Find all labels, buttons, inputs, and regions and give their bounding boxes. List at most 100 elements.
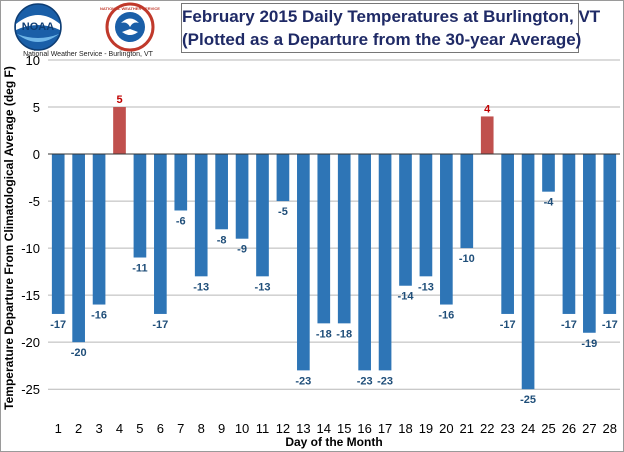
chart-title: February 2015 Daily Temperatures at Burl… [182, 7, 601, 26]
x-tick-label: 24 [521, 421, 535, 436]
data-label: -13 [255, 281, 271, 293]
data-label: -17 [561, 319, 577, 331]
data-label: -6 [176, 215, 186, 227]
bar-day-10 [235, 154, 249, 239]
x-tick-label: 4 [116, 421, 123, 436]
data-label: -20 [71, 347, 87, 359]
bar-day-14 [317, 154, 331, 324]
y-tick-label: -25 [21, 382, 40, 397]
data-label: -23 [377, 375, 393, 387]
x-tick-label: 22 [480, 421, 494, 436]
data-label: -16 [91, 310, 107, 322]
x-tick-label: 11 [256, 421, 270, 436]
bar-day-27 [583, 154, 596, 333]
data-label: -14 [398, 291, 415, 303]
data-label: -13 [418, 281, 434, 293]
bar-day-11 [256, 154, 269, 277]
bar-day-1 [51, 154, 65, 314]
y-tick-label: -15 [21, 288, 40, 303]
x-tick-label: 25 [541, 421, 555, 436]
x-axis-ticks: 1 2 3 4 5 6 7 8 9 10 11 12 13 14 15 16 17 18 19 20 21 22 23 24 2… [55, 421, 617, 436]
x-axis-title: Day of the Month [285, 435, 382, 449]
x-tick-label: 14 [317, 421, 331, 436]
bar-day-24 [521, 154, 535, 390]
bar-day-5 [133, 154, 147, 258]
data-label: -8 [217, 234, 227, 246]
bar-day-17 [378, 154, 392, 371]
bar-day-2 [72, 154, 85, 343]
bar-day-13 [297, 154, 310, 371]
x-tick-label: 13 [296, 421, 310, 436]
x-tick-label: 26 [562, 421, 576, 436]
bar-day-9 [215, 154, 228, 230]
data-label: -17 [602, 319, 618, 331]
y-axis-title: Temperature Departure From Climatologica… [2, 66, 16, 410]
data-label: -17 [500, 319, 516, 331]
x-tick-label: 3 [95, 421, 102, 436]
y-tick-label: -10 [21, 241, 40, 256]
bar-day-16 [358, 154, 371, 371]
nws-seal-text: NATIONAL WEATHER SERVICE [100, 6, 160, 11]
bar-day-7 [174, 154, 188, 211]
x-tick-label: 15 [337, 421, 351, 436]
data-label: -18 [316, 328, 332, 340]
x-tick-label: 18 [398, 421, 412, 436]
x-tick-label: 20 [439, 421, 453, 436]
bar-day-22 [480, 116, 494, 155]
data-label: -17 [152, 319, 168, 331]
bar-day-15 [337, 154, 351, 324]
bar-day-20 [440, 154, 453, 305]
header-logos: NOAA NATIONAL WEATHER SERVICE National W… [2, 2, 174, 60]
x-tick-label: 8 [198, 421, 205, 436]
y-tick-label: 10 [26, 53, 40, 68]
data-label: -17 [50, 319, 66, 331]
logo-group: NOAA NATIONAL WEATHER SERVICE [14, 2, 160, 52]
y-tick-label: 5 [33, 100, 40, 115]
bar-day-8 [194, 154, 208, 277]
x-tick-label: 21 [460, 421, 474, 436]
data-label: -23 [295, 375, 311, 387]
bar-day-28 [603, 154, 617, 314]
x-tick-label: 12 [276, 421, 290, 436]
x-tick-label: 2 [75, 421, 82, 436]
y-tick-label: 0 [33, 147, 40, 162]
bars [51, 107, 617, 390]
nws-seal: NATIONAL WEATHER SERVICE [100, 2, 160, 52]
bar-day-4 [113, 107, 126, 155]
nws-caption: National Weather Service - Burlington, V… [23, 51, 153, 58]
x-tick-label: 10 [235, 421, 249, 436]
noaa-logo: NOAA [14, 3, 62, 51]
x-tick-label: 5 [136, 421, 143, 436]
x-tick-label: 19 [419, 421, 433, 436]
data-labels: -17 -20 -16 5 -11 -17 -6 -13 -8 -9 -13 -5 -23 -18 -18 -… [50, 94, 617, 406]
bar-day-25 [542, 154, 555, 192]
bar-day-19 [419, 154, 433, 277]
x-tick-label: 27 [582, 421, 596, 436]
data-label: -23 [357, 375, 373, 387]
bar-day-12 [276, 154, 290, 202]
x-tick-label: 1 [55, 421, 62, 436]
bar-day-26 [562, 154, 576, 314]
data-label: -9 [237, 244, 247, 256]
bar-day-23 [501, 154, 514, 314]
data-label: -11 [132, 263, 147, 275]
noaa-logo-text: NOAA [22, 21, 54, 33]
data-label: -4 [544, 197, 555, 209]
bar-day-21 [460, 154, 474, 249]
y-tick-label: -20 [21, 335, 40, 350]
x-tick-label: 28 [603, 421, 617, 436]
data-label: -25 [520, 394, 536, 406]
data-label: 5 [116, 94, 122, 106]
bar-day-18 [399, 154, 412, 286]
data-label: -5 [278, 206, 288, 218]
data-label: -18 [336, 328, 352, 340]
data-label: -16 [438, 310, 454, 322]
x-tick-label: 16 [357, 421, 371, 436]
y-axis-ticks: 10 5 0 -5 -10 -15 -20 -25 [21, 53, 40, 397]
x-tick-label: 17 [378, 421, 392, 436]
data-label: -13 [193, 281, 209, 293]
chart-subtitle: (Plotted as a Departure from the 30-year… [182, 30, 582, 49]
x-tick-label: 23 [500, 421, 514, 436]
data-label: 4 [484, 103, 491, 115]
